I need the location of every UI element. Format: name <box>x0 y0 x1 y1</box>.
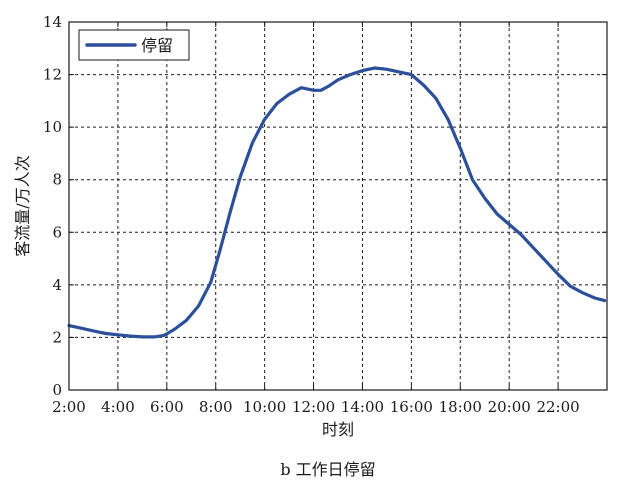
figure-caption: b 工作日停留 <box>280 460 375 479</box>
x-tick-label: 18:00 <box>439 398 482 416</box>
x-tick-label: 2:00 <box>52 398 86 416</box>
x-axis-label: 时刻 <box>322 420 354 439</box>
series-line <box>67 66 607 339</box>
y-tick-label: 12 <box>43 66 62 84</box>
x-tick-label: 12:00 <box>292 398 335 416</box>
x-tick-label: 8:00 <box>199 398 233 416</box>
grid <box>69 22 607 390</box>
series-layer <box>67 66 607 339</box>
x-tick-label: 10:00 <box>243 398 286 416</box>
x-tick-label: 20:00 <box>488 398 531 416</box>
y-tick-label: 8 <box>52 171 62 189</box>
x-tick-label: 14:00 <box>341 398 384 416</box>
x-tick-label: 16:00 <box>390 398 433 416</box>
x-tick-label: 6:00 <box>150 398 184 416</box>
y-tick-label: 14 <box>43 13 62 31</box>
y-axis-ticks: 0 2 4 6 8 10 12 14 <box>43 13 607 399</box>
y-tick-label: 6 <box>52 223 62 241</box>
y-axis-label: 客流量/万人次 <box>13 155 32 256</box>
legend: 停留 <box>78 29 190 61</box>
plot-frame <box>68 21 608 391</box>
x-tick-label: 4:00 <box>101 398 135 416</box>
y-tick-label: 2 <box>52 328 62 346</box>
y-tick-label: 0 <box>52 381 62 399</box>
x-axis-ticks: 2:00 4:00 6:00 8:00 10:00 12:00 14:00 16:00 18:0… <box>52 22 580 416</box>
y-tick-label: 10 <box>43 118 62 136</box>
y-tick-label: 4 <box>52 276 62 294</box>
x-tick-label: 22:00 <box>536 398 579 416</box>
legend-label: 停留 <box>141 36 173 55</box>
